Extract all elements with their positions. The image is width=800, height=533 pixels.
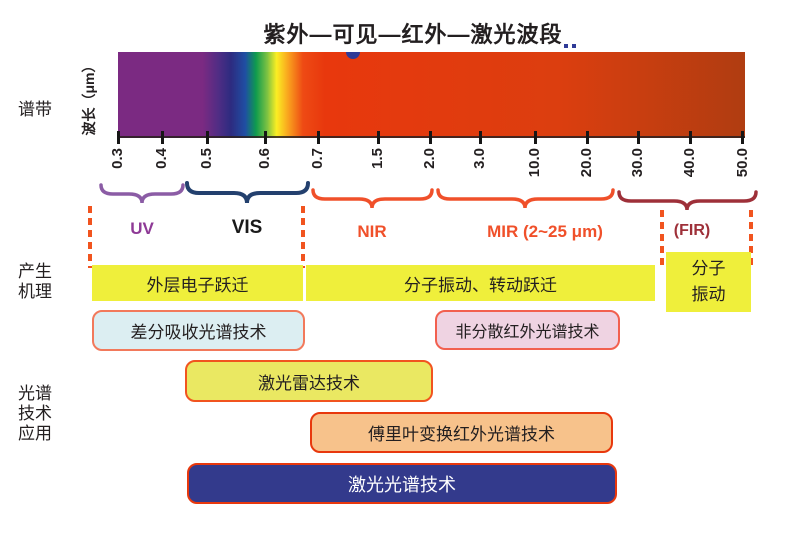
fir-brace: [617, 190, 758, 211]
blue-artifact-mark: [346, 52, 360, 59]
axis-tick: [206, 131, 209, 144]
tick-label: 3.0: [471, 148, 488, 169]
tick-label: 1.5: [369, 148, 386, 169]
box-fourier-transform-ir-spectroscopy: 傅里叶变换红外光谱技术: [310, 412, 613, 453]
tick-label: 50.0: [734, 148, 751, 178]
box-non-dispersive-ir-spectroscopy: 非分散红外光谱技术: [435, 310, 620, 350]
axis-tick: [586, 131, 589, 144]
mir-brace: [436, 188, 615, 209]
tick-label: 30.0: [629, 148, 646, 178]
axis-tick: [161, 131, 164, 144]
row-label-mechanism: 产生机理: [18, 262, 52, 301]
wavelength-axis-label: 波长（μm）: [81, 58, 97, 136]
tick-label: 2.0: [421, 148, 438, 169]
axis-tick: [377, 131, 380, 144]
axis-tick: [117, 131, 120, 144]
box-lidar-technology: 激光雷达技术: [185, 360, 433, 402]
tick-label: 0.6: [256, 148, 273, 169]
axis-tick: [741, 131, 744, 144]
mechanism-bar-electron-transition: 外层电子跃迁: [92, 265, 303, 301]
axis-tick: [637, 131, 640, 144]
tick-label: 0.7: [309, 148, 326, 169]
band-label-uv: UV: [130, 219, 154, 238]
dashed-separator: [301, 206, 305, 268]
tick-label: 0.3: [109, 148, 126, 169]
tick-label: 40.0: [681, 148, 698, 178]
dashed-separator: [660, 210, 664, 268]
blue-artifact-dots: [564, 44, 568, 48]
band-label-mir: MIR (2~25 μm): [487, 222, 603, 241]
axis-tick: [534, 131, 537, 144]
axis-tick: [317, 131, 320, 144]
box-laser-spectroscopy: 激光光谱技术: [187, 463, 617, 504]
row-label-applications: 光谱技术应用: [18, 384, 52, 443]
band-label-nir: NIR: [357, 222, 387, 241]
axis-tick: [689, 131, 692, 144]
row-label-spectral-band: 谱带: [18, 100, 52, 119]
band-label-vis: VIS: [231, 217, 263, 238]
tick-label: 0.5: [198, 148, 215, 169]
tick-label: 10.0: [526, 148, 543, 178]
diagram-title: 紫外—可见—红外—激光波段: [263, 22, 563, 47]
mechanism-bar-molecular-vibration: 分子振动: [666, 252, 751, 312]
band-label-fir: (FIR): [673, 222, 711, 239]
tick-label: 20.0: [578, 148, 595, 178]
axis-tick: [429, 131, 432, 144]
mechanism-bar-label: 分子振动: [691, 259, 726, 304]
dashed-separator: [749, 210, 753, 268]
spectrum-bar: [118, 52, 745, 138]
dashed-separator: [88, 206, 92, 268]
axis-tick: [264, 131, 267, 144]
tick-label: 0.4: [153, 148, 170, 169]
axis-tick: [479, 131, 482, 144]
box-differential-absorption-spectroscopy: 差分吸收光谱技术: [92, 310, 305, 351]
nir-brace: [311, 188, 434, 209]
mechanism-bar-vibration-rotation: 分子振动、转动跃迁: [306, 265, 655, 301]
